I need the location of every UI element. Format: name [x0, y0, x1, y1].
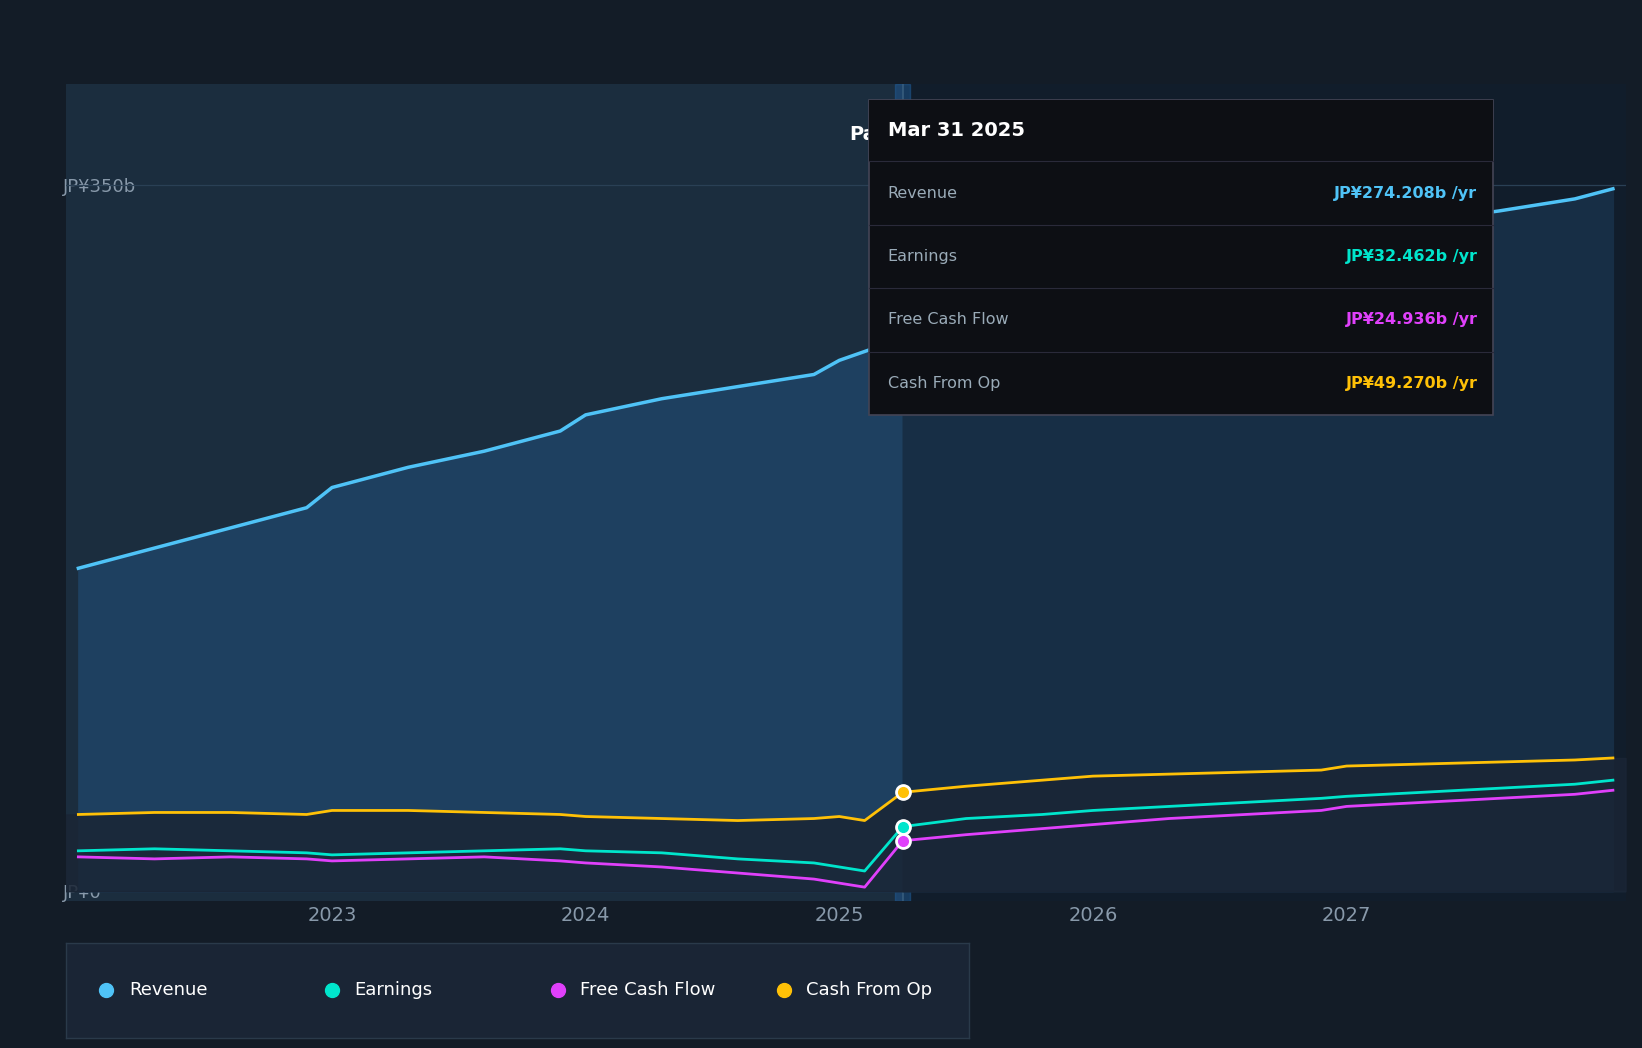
Text: Mar 31 2025: Mar 31 2025	[888, 122, 1025, 140]
FancyBboxPatch shape	[869, 101, 1493, 415]
Text: Earnings: Earnings	[888, 249, 957, 264]
Text: Free Cash Flow: Free Cash Flow	[581, 981, 716, 1000]
Bar	[66, 84, 903, 901]
Bar	[903, 84, 1626, 901]
Text: Earnings: Earnings	[355, 981, 433, 1000]
Text: JP¥24.936b /yr: JP¥24.936b /yr	[1345, 312, 1478, 327]
Text: JP¥274.208b /yr: JP¥274.208b /yr	[1335, 185, 1478, 200]
FancyBboxPatch shape	[869, 101, 1493, 161]
Text: Cash From Op: Cash From Op	[806, 981, 933, 1000]
Text: Cash From Op: Cash From Op	[888, 376, 1000, 391]
Text: Revenue: Revenue	[888, 185, 957, 200]
Bar	[895, 84, 910, 901]
Text: Past: Past	[849, 126, 897, 145]
Text: JP¥49.270b /yr: JP¥49.270b /yr	[1345, 376, 1478, 391]
Text: JP¥32.462b /yr: JP¥32.462b /yr	[1345, 249, 1478, 264]
Text: Revenue: Revenue	[130, 981, 207, 1000]
Text: Free Cash Flow: Free Cash Flow	[888, 312, 1008, 327]
Text: Analysts Forecasts: Analysts Forecasts	[910, 126, 1090, 145]
